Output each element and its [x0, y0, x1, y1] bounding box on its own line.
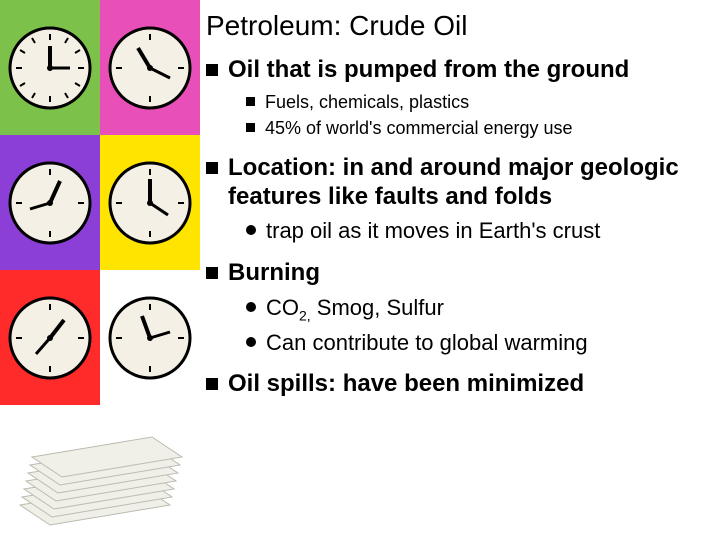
co2-sub: 2,: [299, 307, 311, 323]
paper-stack-icon: [0, 405, 200, 540]
slide-title: Petroleum: Crude Oil: [206, 10, 710, 42]
bullet-text: Can contribute to global warming: [266, 329, 588, 357]
square-bullet-icon: [206, 378, 218, 390]
tile-white: [100, 270, 200, 405]
bullet-lvl2: Fuels, chemicals, plastics: [246, 91, 710, 114]
bullet-lvl1: Oil spills: have been minimized: [206, 370, 710, 399]
bullet-text: Oil that is pumped from the ground: [228, 56, 629, 85]
bullet-text: 45% of world's commercial energy use: [265, 117, 573, 140]
circle-bullet-icon: [246, 225, 256, 235]
bullet-lvl3: CO2, Smog, Sulfur: [246, 294, 710, 325]
bullet-lvl2: 45% of world's commercial energy use: [246, 117, 710, 140]
clock-icon: [8, 26, 92, 110]
square-bullet-icon: [206, 64, 218, 76]
tile-pink: [100, 0, 200, 135]
square-bullet-icon: [246, 97, 255, 106]
clock-icon: [8, 161, 92, 245]
circle-bullet-icon: [246, 337, 256, 347]
tile-green: [0, 0, 100, 135]
tile-purple: [0, 135, 100, 270]
bullet-lvl1: Burning: [206, 259, 710, 288]
bullet-text: Burning: [228, 259, 320, 288]
bullet-lvl1: Location: in and around major geologic f…: [206, 154, 710, 212]
bullet-text: CO2, Smog, Sulfur: [266, 294, 444, 325]
bullet-lvl1: Oil that is pumped from the ground: [206, 56, 710, 85]
bullet-lvl3: trap oil as it moves in Earth's crust: [246, 217, 710, 245]
clock-icon: [8, 296, 92, 380]
square-bullet-icon: [206, 267, 218, 279]
clock-icon: [108, 296, 192, 380]
tile-red: [0, 270, 100, 405]
circle-bullet-icon: [246, 302, 256, 312]
clock-icon: [108, 161, 192, 245]
slide-content: Petroleum: Crude Oil Oil that is pumped …: [200, 0, 720, 540]
bullet-text: Oil spills: have been minimized: [228, 370, 584, 399]
square-bullet-icon: [246, 123, 255, 132]
co2-post: Smog, Sulfur: [311, 295, 444, 320]
bullet-text: Location: in and around major geologic f…: [228, 154, 710, 212]
bullet-lvl3: Can contribute to global warming: [246, 329, 710, 357]
decorative-sidebar: [0, 0, 200, 540]
bullet-text: trap oil as it moves in Earth's crust: [266, 217, 600, 245]
clock-icon: [108, 26, 192, 110]
bullet-text: Fuels, chemicals, plastics: [265, 91, 469, 114]
square-bullet-icon: [206, 162, 218, 174]
co2-pre: CO: [266, 295, 299, 320]
tile-yellow: [100, 135, 200, 270]
